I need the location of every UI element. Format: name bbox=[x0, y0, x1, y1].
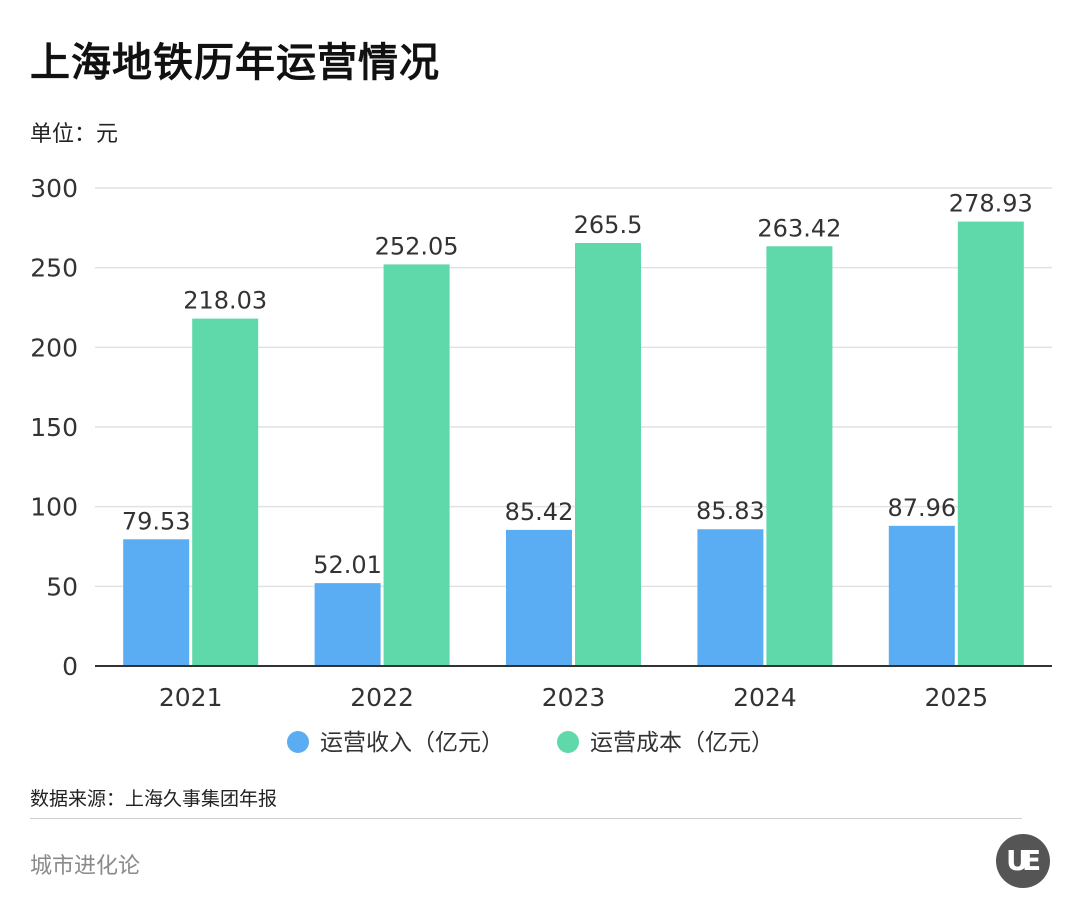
logo-letter-e: E bbox=[1022, 844, 1042, 877]
y-tick-label: 100 bbox=[30, 493, 78, 522]
bar-chart: 0 50 100 150 200 250 300 79.53 218.03 2021 52.01 25… bbox=[30, 174, 1052, 756]
data-label: 252.05 bbox=[375, 232, 459, 260]
chart-title: 上海地铁历年运营情况 bbox=[30, 40, 440, 86]
bar-revenue bbox=[697, 529, 764, 666]
data-label: 263.42 bbox=[757, 214, 841, 242]
data-label: 265.5 bbox=[574, 211, 643, 239]
bar-revenue bbox=[314, 583, 381, 666]
footer-divider bbox=[30, 818, 1022, 819]
brand-label: 城市进化论 bbox=[30, 854, 141, 879]
legend-marker bbox=[287, 731, 309, 753]
y-tick-label: 150 bbox=[30, 413, 78, 442]
data-label: 278.93 bbox=[949, 190, 1033, 218]
x-tick-label: 2022 bbox=[350, 683, 414, 712]
y-tick-label: 300 bbox=[30, 174, 78, 203]
data-label: 87.96 bbox=[887, 494, 956, 522]
y-tick-label: 200 bbox=[30, 333, 78, 362]
y-tick-label: 0 bbox=[62, 652, 78, 681]
data-label: 79.53 bbox=[122, 507, 191, 535]
unit-label: 单位：元 bbox=[30, 122, 119, 147]
x-tick-label: 2025 bbox=[924, 683, 988, 712]
data-label: 85.42 bbox=[505, 498, 574, 526]
bar-cost bbox=[575, 242, 641, 666]
bar-revenue bbox=[123, 539, 190, 666]
bar-revenue bbox=[888, 525, 955, 666]
data-label: 52.01 bbox=[313, 551, 382, 579]
bar-cost bbox=[957, 221, 1024, 666]
legend-label: 运营成本（亿元） bbox=[590, 730, 774, 756]
data-label: 218.03 bbox=[183, 287, 267, 315]
source-label: 数据来源：上海久事集团年报 bbox=[30, 788, 278, 810]
logo-letter-u: U bbox=[1006, 844, 1029, 877]
x-tick-label: 2024 bbox=[733, 683, 797, 712]
bar-cost bbox=[766, 246, 833, 667]
y-tick-label: 250 bbox=[30, 254, 78, 283]
brand-logo: U E bbox=[996, 834, 1050, 888]
bar-cost bbox=[192, 318, 259, 666]
data-label: 85.83 bbox=[696, 497, 765, 525]
x-tick-label: 2021 bbox=[159, 683, 223, 712]
legend-marker bbox=[557, 731, 579, 753]
bar-cost bbox=[383, 264, 450, 666]
legend-label: 运营收入（亿元） bbox=[320, 730, 504, 756]
bar-revenue bbox=[506, 529, 572, 666]
x-tick-label: 2023 bbox=[542, 683, 606, 712]
y-tick-label: 50 bbox=[46, 572, 78, 601]
